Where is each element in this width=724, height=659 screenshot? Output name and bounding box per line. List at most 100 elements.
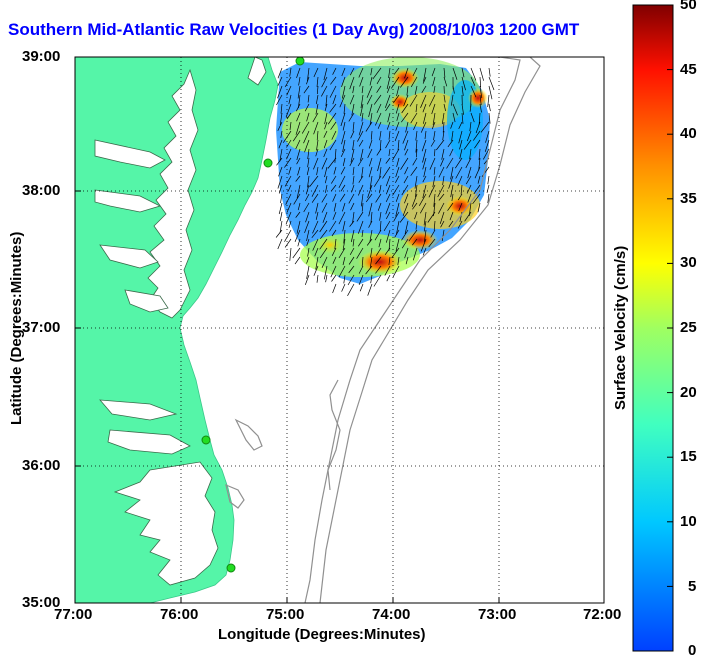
- velocity-vector: [332, 211, 337, 220]
- velocity-vector: [370, 67, 373, 76]
- velocity-vector: [396, 157, 400, 167]
- velocity-vector: [376, 247, 382, 256]
- velocity-vector: [329, 103, 337, 113]
- x-axis-label: Longitude (Degrees:Minutes): [218, 626, 426, 643]
- velocity-vector: [331, 247, 337, 256]
- velocity-vector: [460, 184, 463, 195]
- velocity-vector: [383, 220, 391, 231]
- colorbar-tick: 5: [688, 578, 697, 595]
- y-axis-label: Latitude (Degrees:Minutes): [8, 231, 25, 425]
- velocity-vector: [303, 202, 310, 213]
- velocity-vector: [350, 148, 355, 163]
- velocity-vector: [433, 193, 436, 207]
- velocity-vector: [360, 148, 364, 161]
- velocity-vector: [342, 220, 346, 232]
- velocity-vector: [423, 220, 427, 232]
- velocity-vector: [432, 76, 436, 87]
- velocity-vector: [469, 103, 472, 112]
- velocity-vector: [424, 130, 427, 139]
- velocity-vector: [452, 85, 455, 94]
- velocity-vector: [448, 175, 454, 189]
- velocity-vector: [365, 121, 373, 132]
- velocity-vector: [276, 94, 283, 106]
- velocity-vector: [412, 247, 418, 261]
- velocity-vector: [395, 193, 400, 202]
- velocity-vector: [293, 193, 301, 205]
- velocity-vector: [341, 283, 346, 292]
- velocity-vector: [348, 265, 355, 274]
- station-marker: [263, 158, 273, 168]
- y-tick-label: 39:00: [22, 48, 61, 65]
- velocity-vector: [276, 157, 283, 166]
- velocity-vector: [297, 202, 301, 211]
- velocity-vector: [316, 76, 319, 87]
- velocity-vector: [356, 211, 364, 222]
- velocity-vector: [324, 103, 328, 111]
- velocity-vector: [295, 139, 301, 150]
- velocity-vector: [342, 121, 346, 131]
- velocity-vector: [352, 85, 355, 94]
- velocity-vector: [480, 121, 490, 133]
- velocity-vector: [288, 166, 292, 175]
- velocity-vector: [349, 67, 355, 76]
- velocity-vector: [339, 193, 346, 202]
- velocity-vector: [329, 139, 337, 151]
- velocity-vector: [415, 130, 418, 141]
- velocity-vector: [487, 193, 490, 204]
- velocity-vector: [443, 103, 446, 112]
- velocity-vector: [284, 157, 292, 168]
- velocity-vector: [352, 139, 355, 151]
- colorbar-label: Surface Velocity (cm/s): [612, 245, 629, 410]
- velocity-vector: [406, 85, 409, 96]
- velocity-vector: [429, 157, 436, 170]
- velocity-vector: [395, 238, 400, 252]
- velocity-vector: [450, 121, 454, 129]
- velocity-vector: [401, 229, 409, 241]
- velocity-vector: [452, 112, 456, 123]
- velocity-vector: [470, 112, 475, 123]
- velocity-vector: [286, 139, 292, 148]
- velocity-vector: [294, 229, 301, 243]
- velocity-vector: [391, 247, 400, 259]
- velocity-vector: [296, 220, 301, 234]
- velocity-vector: [331, 229, 337, 237]
- velocity-vector: [333, 166, 337, 175]
- velocity-vector: [404, 220, 409, 235]
- velocity-vector: [379, 130, 382, 141]
- velocity-vector: [385, 202, 391, 215]
- velocity-vector: [482, 148, 490, 160]
- velocity-vector: [478, 157, 481, 171]
- velocity-vector: [419, 202, 427, 214]
- velocity-vector: [368, 103, 373, 117]
- velocity-vector: [284, 238, 292, 248]
- velocity-vector: [479, 76, 482, 88]
- velocity-vector: [323, 67, 328, 81]
- velocity-vector: [396, 85, 400, 97]
- velocity-vector: [442, 175, 445, 186]
- colorbar-tick: 15: [680, 448, 697, 465]
- velocity-vector: [365, 265, 373, 275]
- velocity-field: [275, 57, 495, 296]
- velocity-vector: [459, 139, 463, 150]
- velocity-vector: [316, 274, 319, 283]
- velocity-vector: [428, 238, 436, 248]
- velocity-vector: [368, 202, 373, 217]
- velocity-vector: [369, 175, 373, 189]
- velocity-vector: [369, 229, 373, 243]
- velocity-vector: [410, 112, 418, 124]
- velocity-vector: [432, 175, 436, 188]
- velocity-vector: [388, 67, 391, 79]
- velocity-vector: [377, 202, 382, 211]
- velocity-vector: [370, 130, 373, 140]
- velocity-vector: [332, 283, 337, 294]
- velocity-vector: [415, 220, 418, 230]
- velocity-vector: [457, 193, 463, 201]
- velocity-vector: [420, 238, 427, 252]
- velocity-vector: [278, 166, 283, 177]
- velocity-vector: [304, 103, 310, 112]
- velocity-vector: [385, 193, 391, 203]
- velocity-vector: [332, 256, 337, 264]
- velocity-vector: [370, 211, 373, 224]
- velocity-vector: [443, 67, 446, 78]
- velocity-vector: [441, 229, 445, 241]
